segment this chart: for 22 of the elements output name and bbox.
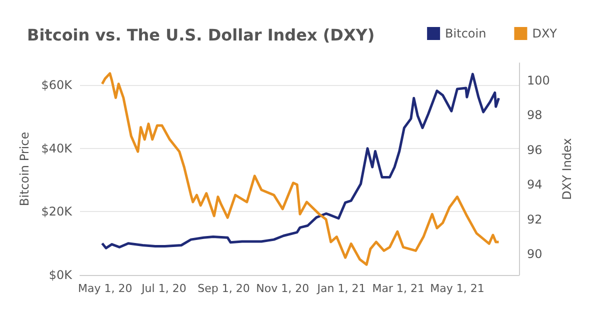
y-tick-label: $20K — [41, 204, 74, 219]
y-tick-label: $0K — [48, 268, 74, 282]
y-tick-label: $40K — [41, 141, 74, 156]
x-tick-label: Nov 1, 20 — [256, 282, 310, 295]
y2-tick-label: 94 — [527, 178, 542, 192]
x-tick-label: May 1, 21 — [430, 282, 484, 295]
y2-tick-label: 90 — [527, 247, 542, 262]
x-tick-label: Jan 1, 21 — [316, 282, 366, 295]
y-tick-label: $60K — [41, 78, 74, 92]
x-tick-label: Mar 1, 21 — [372, 282, 425, 295]
legend-label: DXY — [532, 26, 558, 40]
y2-tick-label: 100 — [527, 73, 550, 88]
y2-axis-title: DXY Index — [560, 138, 574, 200]
y2-tick-label: 98 — [527, 108, 542, 122]
legend-label: Bitcoin — [445, 26, 486, 40]
y-axis-title: Bitcoin Price — [17, 132, 32, 206]
y2-tick-label: 96 — [527, 142, 542, 157]
chart-title: Bitcoin vs. The U.S. Dollar Index (DXY) — [27, 26, 375, 44]
x-tick-label: May 1, 20 — [78, 282, 132, 295]
x-tick-label: Jul 1, 20 — [140, 282, 186, 295]
y2-tick-label: 92 — [527, 212, 542, 226]
x-tick-label: Sep 1, 20 — [198, 282, 250, 295]
